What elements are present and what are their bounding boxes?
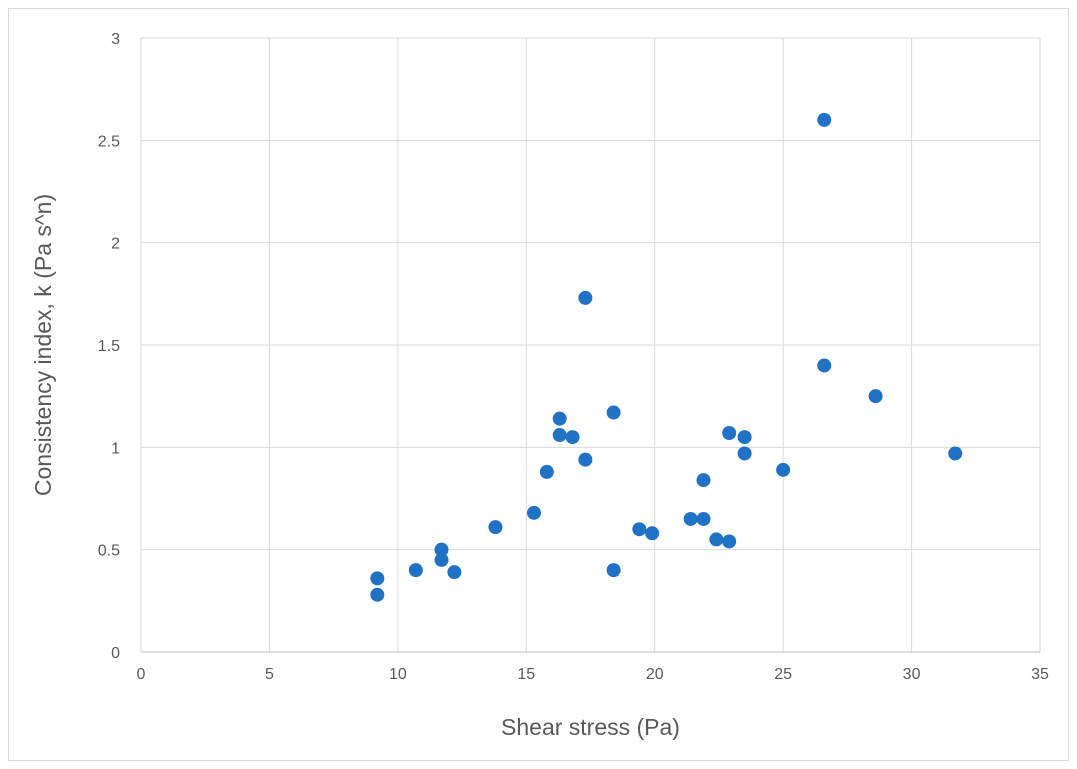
chart-frame [8,8,1069,761]
x-tick-labels: 0 5 10 15 20 25 30 35 [137,666,1049,683]
y-tick-label: 1.5 [98,338,120,355]
data-point [632,522,647,537]
data-point [526,505,541,520]
data-point [447,565,462,580]
x-tick-label: 5 [265,666,274,683]
data-point [565,430,580,445]
data-point [737,430,752,445]
data-point [578,452,593,467]
data-point [696,511,711,526]
y-tick-label: 0.5 [98,543,120,560]
data-point [709,532,724,547]
data-point [552,428,567,443]
y-tick-label: 2 [111,236,120,253]
data-points [370,112,963,602]
data-point [370,587,385,602]
x-tick-label: 20 [646,666,664,683]
data-point [696,473,711,488]
data-point [408,563,423,578]
data-point [539,464,554,479]
data-point [606,563,621,578]
data-point [722,426,737,441]
x-tick-label: 10 [389,666,407,683]
data-point [606,405,621,420]
horizontal-gridlines [141,37,1040,551]
x-tick-label: 25 [774,666,792,683]
data-point [817,112,832,127]
data-point [683,511,698,526]
y-axis-title: Consistency index, k (Pa s^n) [30,194,56,496]
data-point [370,571,385,586]
data-point [868,389,883,404]
data-point [434,542,449,557]
data-point [776,462,791,477]
data-point [817,358,832,373]
y-tick-label: 1 [111,440,120,457]
x-tick-label: 35 [1031,666,1049,683]
y-tick-label: 3 [111,31,120,48]
x-axis-title: Shear stress (Pa) [501,714,680,740]
data-point [552,411,567,426]
x-tick-label: 15 [517,666,535,683]
data-point [488,520,503,535]
y-tick-labels: 0 0.5 1 1.5 2 2.5 3 [98,31,120,662]
data-point [737,446,752,461]
data-point [434,552,449,567]
data-point [645,526,660,541]
y-tick-label: 2.5 [98,133,120,150]
x-tick-label: 0 [137,666,146,683]
data-point [578,290,593,305]
data-point [948,446,963,461]
data-point [722,534,737,549]
y-tick-label: 0 [111,645,120,662]
x-tick-label: 30 [903,666,921,683]
